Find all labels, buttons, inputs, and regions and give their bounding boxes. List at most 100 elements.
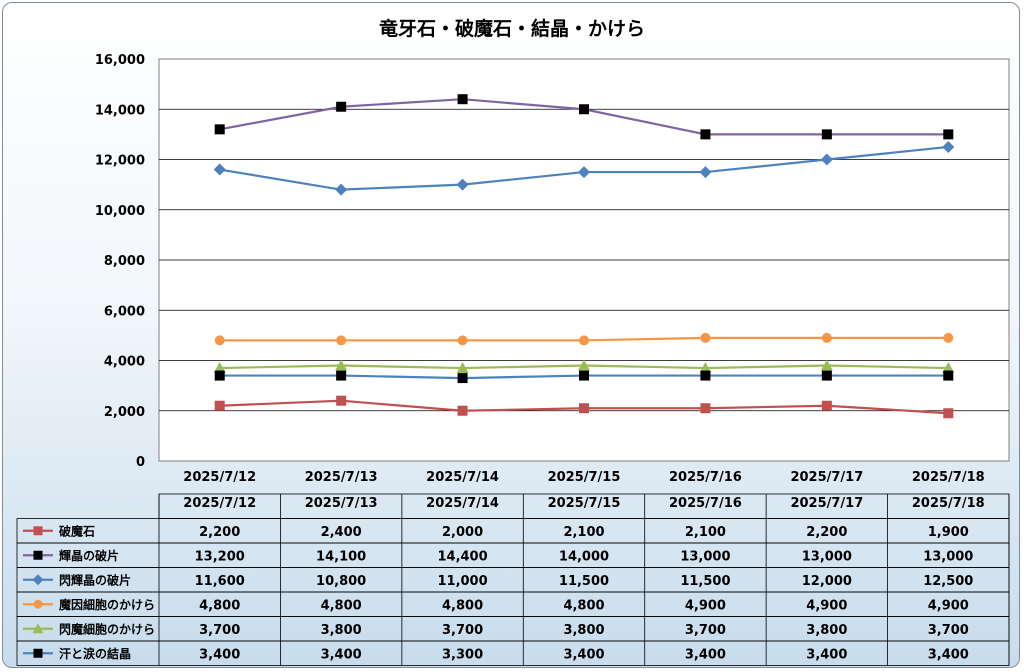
data-label: 12,000 (802, 574, 852, 589)
data-point (700, 403, 711, 414)
data-point (942, 362, 955, 374)
data-point (336, 370, 347, 381)
y-tick-label: 2,000 (104, 405, 145, 420)
data-point (457, 405, 468, 416)
data-label: 12,500 (923, 574, 973, 589)
data-point (213, 163, 226, 176)
data-label: 3,400 (806, 647, 847, 662)
data-point (579, 335, 589, 346)
data-point (336, 101, 347, 112)
data-point (700, 129, 711, 140)
data-point (943, 332, 954, 343)
data-label: 13,200 (195, 549, 245, 564)
data-point (213, 362, 226, 374)
data-point (700, 370, 711, 381)
data-label: 3,800 (563, 623, 604, 638)
data-point (699, 166, 712, 179)
data-point (457, 373, 468, 384)
data-label: 11,500 (559, 574, 609, 589)
series-4 (213, 359, 955, 374)
data-label: 1,900 (928, 525, 969, 540)
data-point (457, 94, 468, 105)
line-chart: 竜牙石・破魔石・結晶・かけら 0 2,000 4,000 6,000 8,000 10,0… (16, 17, 1010, 666)
data-label: 14,400 (437, 549, 487, 564)
x-tick-label: 2025/7/15 (548, 470, 621, 485)
data-label: 4,800 (442, 598, 483, 613)
data-label: 11,500 (680, 574, 730, 589)
series-5 (214, 370, 954, 384)
x-tick-label: 2025/7/18 (912, 470, 985, 485)
data-label: 2,100 (563, 525, 604, 540)
data-label: 4,800 (321, 598, 362, 613)
data-point (579, 403, 589, 414)
data-point (821, 129, 832, 140)
data-point (214, 335, 225, 346)
data-point (214, 124, 225, 135)
data-label: 4,800 (199, 598, 240, 613)
legend-label: 閃輝晶の破片 (59, 572, 131, 587)
x-tick-label: 2025/7/12 (183, 470, 256, 485)
data-label: 3,400 (563, 647, 604, 662)
data-point (335, 183, 348, 196)
data-label: 3,700 (199, 623, 240, 638)
y-tick-label: 0 (136, 455, 145, 470)
table-header-cell: 2025/7/15 (548, 496, 621, 511)
data-point (578, 359, 590, 371)
x-tick-label: 2025/7/13 (305, 470, 378, 485)
table-header-cell: 2025/7/18 (912, 496, 985, 511)
data-label: 11,600 (195, 574, 245, 589)
data-point (699, 362, 712, 374)
data-label: 4,900 (685, 598, 726, 613)
y-tick-label: 4,000 (104, 355, 145, 370)
data-label: 2,400 (321, 525, 362, 540)
series-1 (214, 94, 954, 140)
table-row (16, 640, 1010, 666)
data-point (336, 335, 347, 346)
data-label: 3,800 (806, 623, 847, 638)
data-point (456, 362, 469, 374)
data-label: 3,400 (321, 647, 362, 662)
data-label: 3,700 (442, 623, 483, 638)
data-point (33, 550, 43, 560)
data-label: 3,700 (928, 623, 969, 638)
data-label: 13,000 (923, 549, 973, 564)
table-row (16, 518, 1010, 544)
data-label: 2,200 (199, 525, 240, 540)
data-label: 3,300 (442, 647, 483, 662)
data-point (943, 370, 954, 381)
data-label: 2,200 (806, 525, 847, 540)
data-point (821, 370, 832, 381)
data-point (578, 166, 590, 179)
data-label: 4,800 (563, 598, 604, 613)
data-label: 3,700 (685, 623, 726, 638)
data-label: 3,400 (928, 647, 969, 662)
data-label: 13,000 (680, 549, 730, 564)
legend-label: 魔因細胞のかけら (59, 597, 155, 612)
data-point (214, 370, 225, 381)
table-row (16, 542, 1010, 568)
data-label: 3,400 (685, 647, 726, 662)
chart-title: 竜牙石・破魔石・結晶・かけら (379, 17, 645, 40)
x-tick-label: 2025/7/14 (426, 470, 499, 485)
y-tick-label: 12,000 (95, 154, 145, 169)
data-point (457, 335, 468, 346)
table-header-cell: 2025/7/17 (790, 496, 863, 511)
table-row (16, 567, 1010, 593)
data-point (820, 153, 833, 166)
plot-area: 0 2,000 4,000 6,000 8,000 10,000 12,000 14,000 1… (95, 53, 1010, 485)
y-tick-label: 14,000 (95, 103, 145, 118)
data-point (942, 140, 955, 153)
data-point (579, 104, 589, 115)
x-tick-label: 2025/7/17 (790, 470, 863, 485)
data-point (700, 332, 711, 343)
data-label: 14,100 (316, 549, 366, 564)
data-label: 4,900 (806, 598, 847, 613)
data-point (33, 599, 43, 609)
x-tick-label: 2025/7/16 (669, 470, 742, 485)
data-point (214, 400, 225, 411)
y-tick-label: 16,000 (95, 53, 145, 68)
data-point (32, 623, 44, 634)
legend-label: 汗と涙の結晶 (59, 646, 131, 661)
data-table: 2025/7/12 2025/7/13 2025/7/14 2025/7/15 2025… (16, 493, 1010, 666)
